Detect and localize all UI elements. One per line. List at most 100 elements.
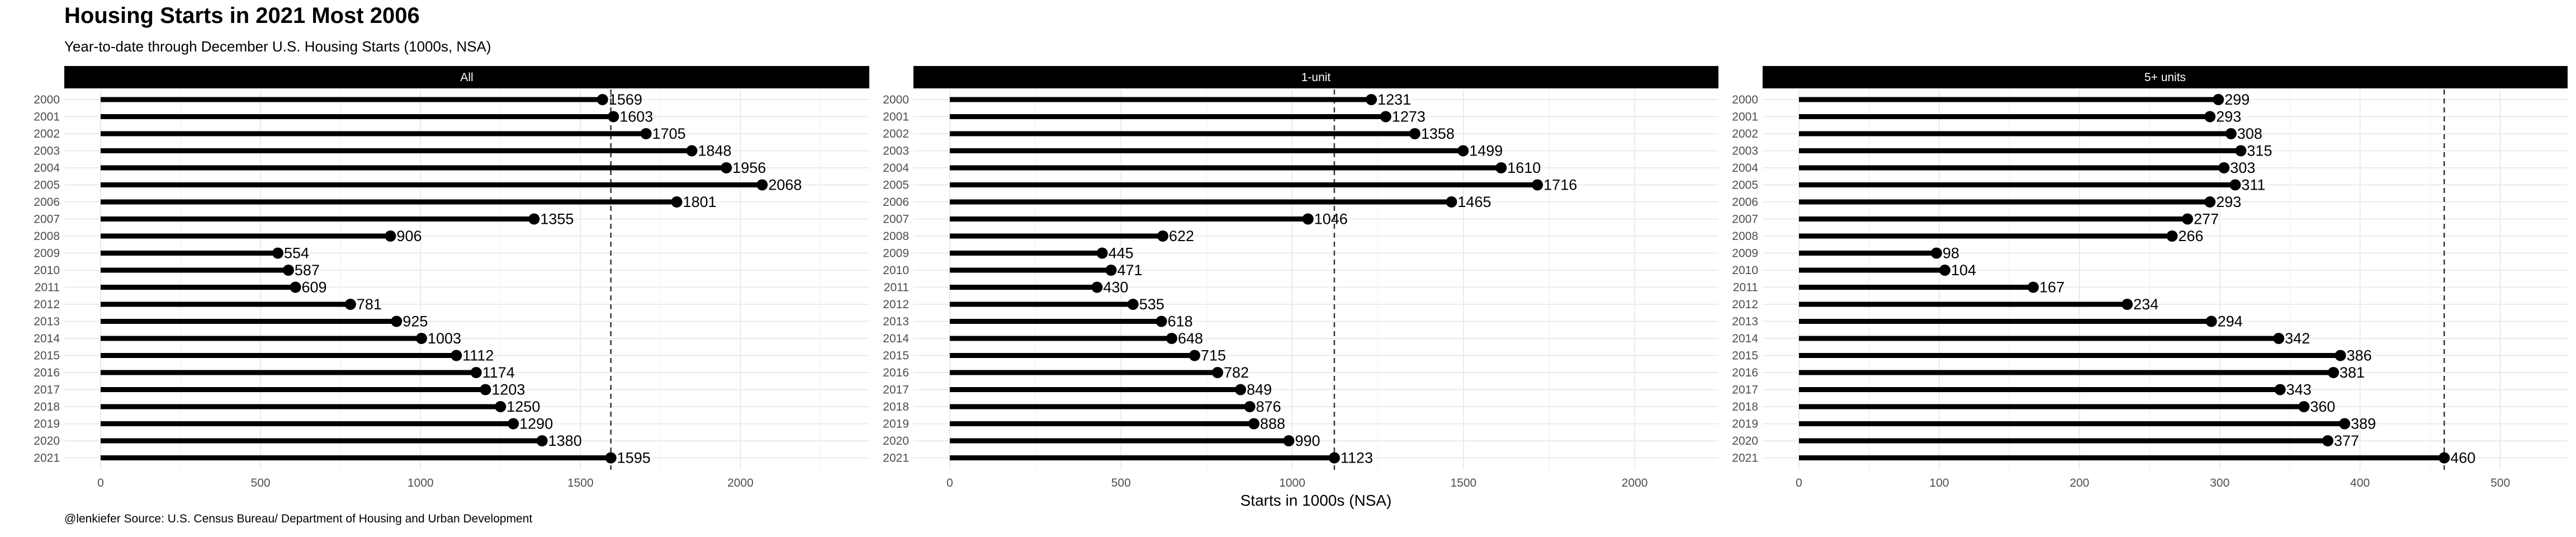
x-tick-label: 1000: [408, 477, 434, 489]
data-label: 554: [284, 245, 309, 262]
lollipop-point: [495, 401, 506, 412]
data-label: 308: [2237, 125, 2262, 142]
data-label: 360: [2310, 398, 2335, 415]
lollipop-point: [1930, 247, 1942, 259]
lollipop-point: [1248, 418, 1259, 430]
data-label: 535: [1139, 296, 1164, 313]
data-label: 1380: [548, 432, 582, 449]
data-label: 234: [2133, 296, 2158, 313]
data-label: 293: [2216, 194, 2241, 210]
x-tick-label: 1500: [567, 477, 594, 489]
data-label: 1355: [540, 211, 574, 228]
lollipop-point: [1366, 94, 1377, 105]
lollipop-point: [686, 145, 698, 157]
x-tick-label: 300: [2210, 477, 2229, 489]
x-tick-label: 0: [97, 477, 104, 489]
panel-strip: [1763, 66, 2568, 88]
y-tick-label: 2015: [1732, 350, 1758, 362]
lollipop-point: [2028, 281, 2039, 293]
lollipop-point: [415, 333, 427, 344]
x-tick-label: 2000: [1622, 477, 1648, 489]
y-tick-label: 2010: [883, 264, 909, 277]
lollipop-point: [2204, 196, 2216, 208]
data-label: 781: [357, 296, 382, 313]
data-label: 445: [1109, 245, 1134, 262]
data-label: 1203: [491, 381, 525, 398]
x-tick-label: 200: [2070, 477, 2089, 489]
lollipop-point: [640, 128, 652, 139]
data-label: 377: [2334, 432, 2359, 449]
y-tick-label: 2008: [883, 230, 909, 243]
lollipop-point: [1166, 333, 1177, 344]
data-label: 1358: [1421, 125, 1455, 142]
data-label: 386: [2347, 347, 2372, 364]
x-tick-label: 100: [1929, 477, 1949, 489]
lollipop-point: [2213, 94, 2224, 105]
y-tick-label: 2005: [883, 179, 909, 192]
lollipop-point: [756, 179, 768, 191]
y-tick-label: 2007: [1732, 213, 1758, 226]
y-tick-label: 2016: [34, 366, 60, 379]
data-label: 1956: [732, 159, 766, 176]
y-tick-label: 2016: [1732, 366, 1758, 379]
lollipop-point: [1235, 384, 1247, 395]
y-tick-label: 2005: [1732, 179, 1758, 192]
lollipop-point: [1156, 315, 1167, 327]
data-label: 430: [1103, 279, 1128, 296]
x-tick-label: 1000: [1279, 477, 1305, 489]
data-label: 311: [2241, 177, 2265, 194]
lollipop-point: [1939, 265, 1950, 276]
y-tick-label: 2019: [883, 418, 909, 431]
data-label: 1569: [609, 91, 642, 108]
panel-strip: [913, 66, 1718, 88]
y-tick-label: 2004: [883, 162, 909, 175]
y-tick-label: 2008: [1732, 230, 1758, 243]
lollipop-point: [596, 94, 608, 105]
lollipop-point: [1244, 401, 1256, 412]
y-tick-label: 2001: [34, 111, 60, 124]
y-tick-label: 2006: [34, 196, 60, 209]
lollipop-point: [2235, 145, 2247, 157]
x-axis-label: Starts in 1000s (NSA): [1240, 492, 1392, 509]
lollipop-point: [2205, 315, 2217, 327]
data-label: 299: [2224, 91, 2250, 108]
lollipop-point: [2182, 213, 2194, 225]
data-label: 622: [1169, 228, 1194, 244]
data-label: 1595: [617, 450, 651, 467]
data-label: 609: [301, 279, 326, 296]
y-tick-label: 2011: [1733, 281, 1758, 294]
data-label: 1123: [1341, 450, 1373, 467]
lollipop-point: [2328, 367, 2340, 378]
lollipop-point: [605, 452, 617, 464]
y-tick-label: 2002: [1732, 128, 1758, 140]
panel-strip-label: 1-unit: [1301, 71, 1331, 84]
data-label: 389: [2351, 416, 2376, 432]
y-tick-label: 2020: [1732, 435, 1758, 447]
y-tick-label: 2021: [34, 452, 60, 465]
data-label: 1290: [519, 416, 553, 432]
lollipop-point: [2166, 230, 2178, 242]
data-label: 1250: [506, 398, 540, 415]
lollipop-point: [385, 230, 396, 242]
lollipop-point: [2122, 299, 2133, 310]
data-label: 1112: [462, 347, 494, 364]
lollipop-point: [1380, 111, 1391, 123]
y-tick-label: 2009: [34, 247, 60, 260]
data-label: 782: [1224, 364, 1249, 381]
chart-title: Housing Starts in 2021 Most 2006: [64, 3, 420, 28]
x-tick-label: 500: [1111, 477, 1131, 489]
y-tick-label: 2005: [34, 179, 60, 192]
chart-subtitle: Year-to-date through December U.S. Housi…: [64, 38, 491, 55]
lollipop-point: [2274, 384, 2286, 395]
data-label: 1174: [482, 364, 515, 381]
lollipop-point: [2322, 435, 2333, 446]
y-tick-label: 2008: [34, 230, 60, 243]
data-label: 266: [2178, 228, 2203, 244]
lollipop-point: [1409, 128, 1420, 139]
y-tick-label: 2001: [1732, 111, 1758, 124]
lollipop-point: [391, 315, 402, 327]
data-label: 1705: [652, 125, 686, 142]
data-label: 294: [2218, 313, 2243, 330]
y-tick-label: 2013: [883, 315, 909, 328]
lollipop-point: [2438, 452, 2450, 464]
